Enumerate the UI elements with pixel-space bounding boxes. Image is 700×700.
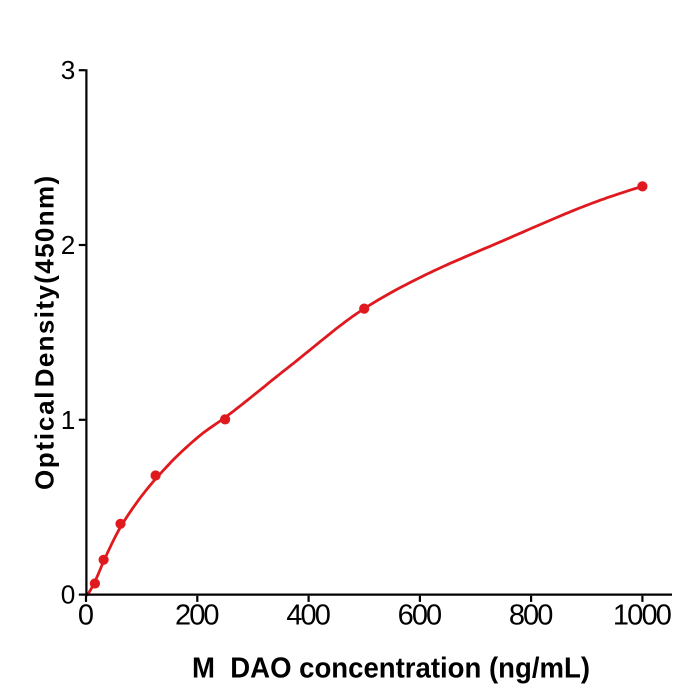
svg-text:0: 0	[61, 580, 76, 610]
svg-text:400: 400	[286, 600, 331, 632]
svg-text:0: 0	[78, 600, 94, 632]
svg-text:M DAO concentration (ng/mL): M DAO concentration (ng/mL)	[192, 653, 590, 685]
svg-text:1000: 1000	[613, 600, 672, 632]
svg-text:2: 2	[61, 230, 76, 260]
svg-text:600: 600	[398, 600, 443, 632]
svg-text:1: 1	[61, 405, 76, 435]
svg-text:Density(450nm): Density(450nm)	[30, 176, 60, 388]
svg-text:Optical: Optical	[30, 392, 60, 491]
svg-text:800: 800	[509, 600, 554, 632]
svg-text:200: 200	[175, 600, 220, 632]
svg-text:3: 3	[61, 55, 76, 85]
